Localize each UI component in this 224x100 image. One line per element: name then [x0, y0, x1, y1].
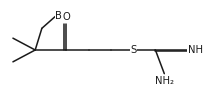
Text: S: S: [130, 45, 136, 55]
Text: O: O: [62, 12, 70, 22]
Text: NH: NH: [188, 45, 203, 55]
Text: Br: Br: [55, 12, 66, 22]
Text: NH₂: NH₂: [155, 76, 174, 86]
